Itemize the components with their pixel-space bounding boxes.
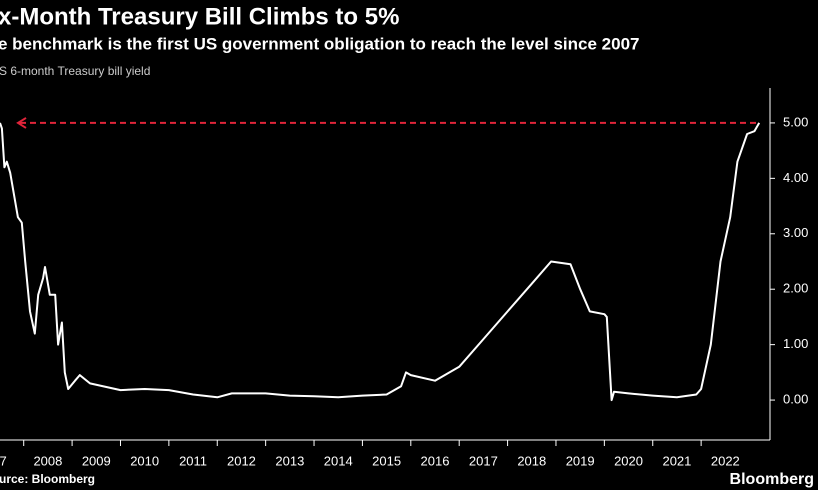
y-tick-label: 5.00 [783,114,808,129]
x-tick-label: 2017 [469,453,498,468]
x-tick-label: 2008 [33,453,62,468]
x-tick-label: 2009 [82,453,111,468]
reference-arrow [16,117,27,129]
x-tick-label: 2020 [614,453,643,468]
x-tick-label: 2015 [372,453,401,468]
y-tick-label: 2.00 [783,281,808,296]
y-axis-label: S 6-month Treasury bill yield [0,64,150,78]
x-tick-label: 2018 [517,453,546,468]
brand: Bloomberg [730,471,814,488]
x-tick-label: 2012 [227,453,256,468]
x-tick-label: 2022 [711,453,740,468]
y-tick-label: 0.00 [783,392,808,407]
y-tick-label: 1.00 [783,336,808,351]
x-tick-label: 07 [0,453,7,468]
y-tick-label: 4.00 [783,170,808,185]
x-tick-label: 2021 [662,453,691,468]
x-tick-label: 2014 [324,453,353,468]
x-tick-label: 2013 [275,453,304,468]
x-tick-label: 2011 [179,453,207,468]
source: urce: Bloomberg [0,472,95,486]
y-tick-label: 3.00 [783,225,808,240]
x-tick-label: 2019 [566,453,595,468]
line-series [0,122,761,402]
x-tick-label: 2016 [421,453,450,468]
chart-subtitle: e benchmark is the first US government o… [0,34,639,53]
chart-title: x-Month Treasury Bill Climbs to 5% [0,3,399,30]
x-tick-label: 2010 [130,453,159,468]
